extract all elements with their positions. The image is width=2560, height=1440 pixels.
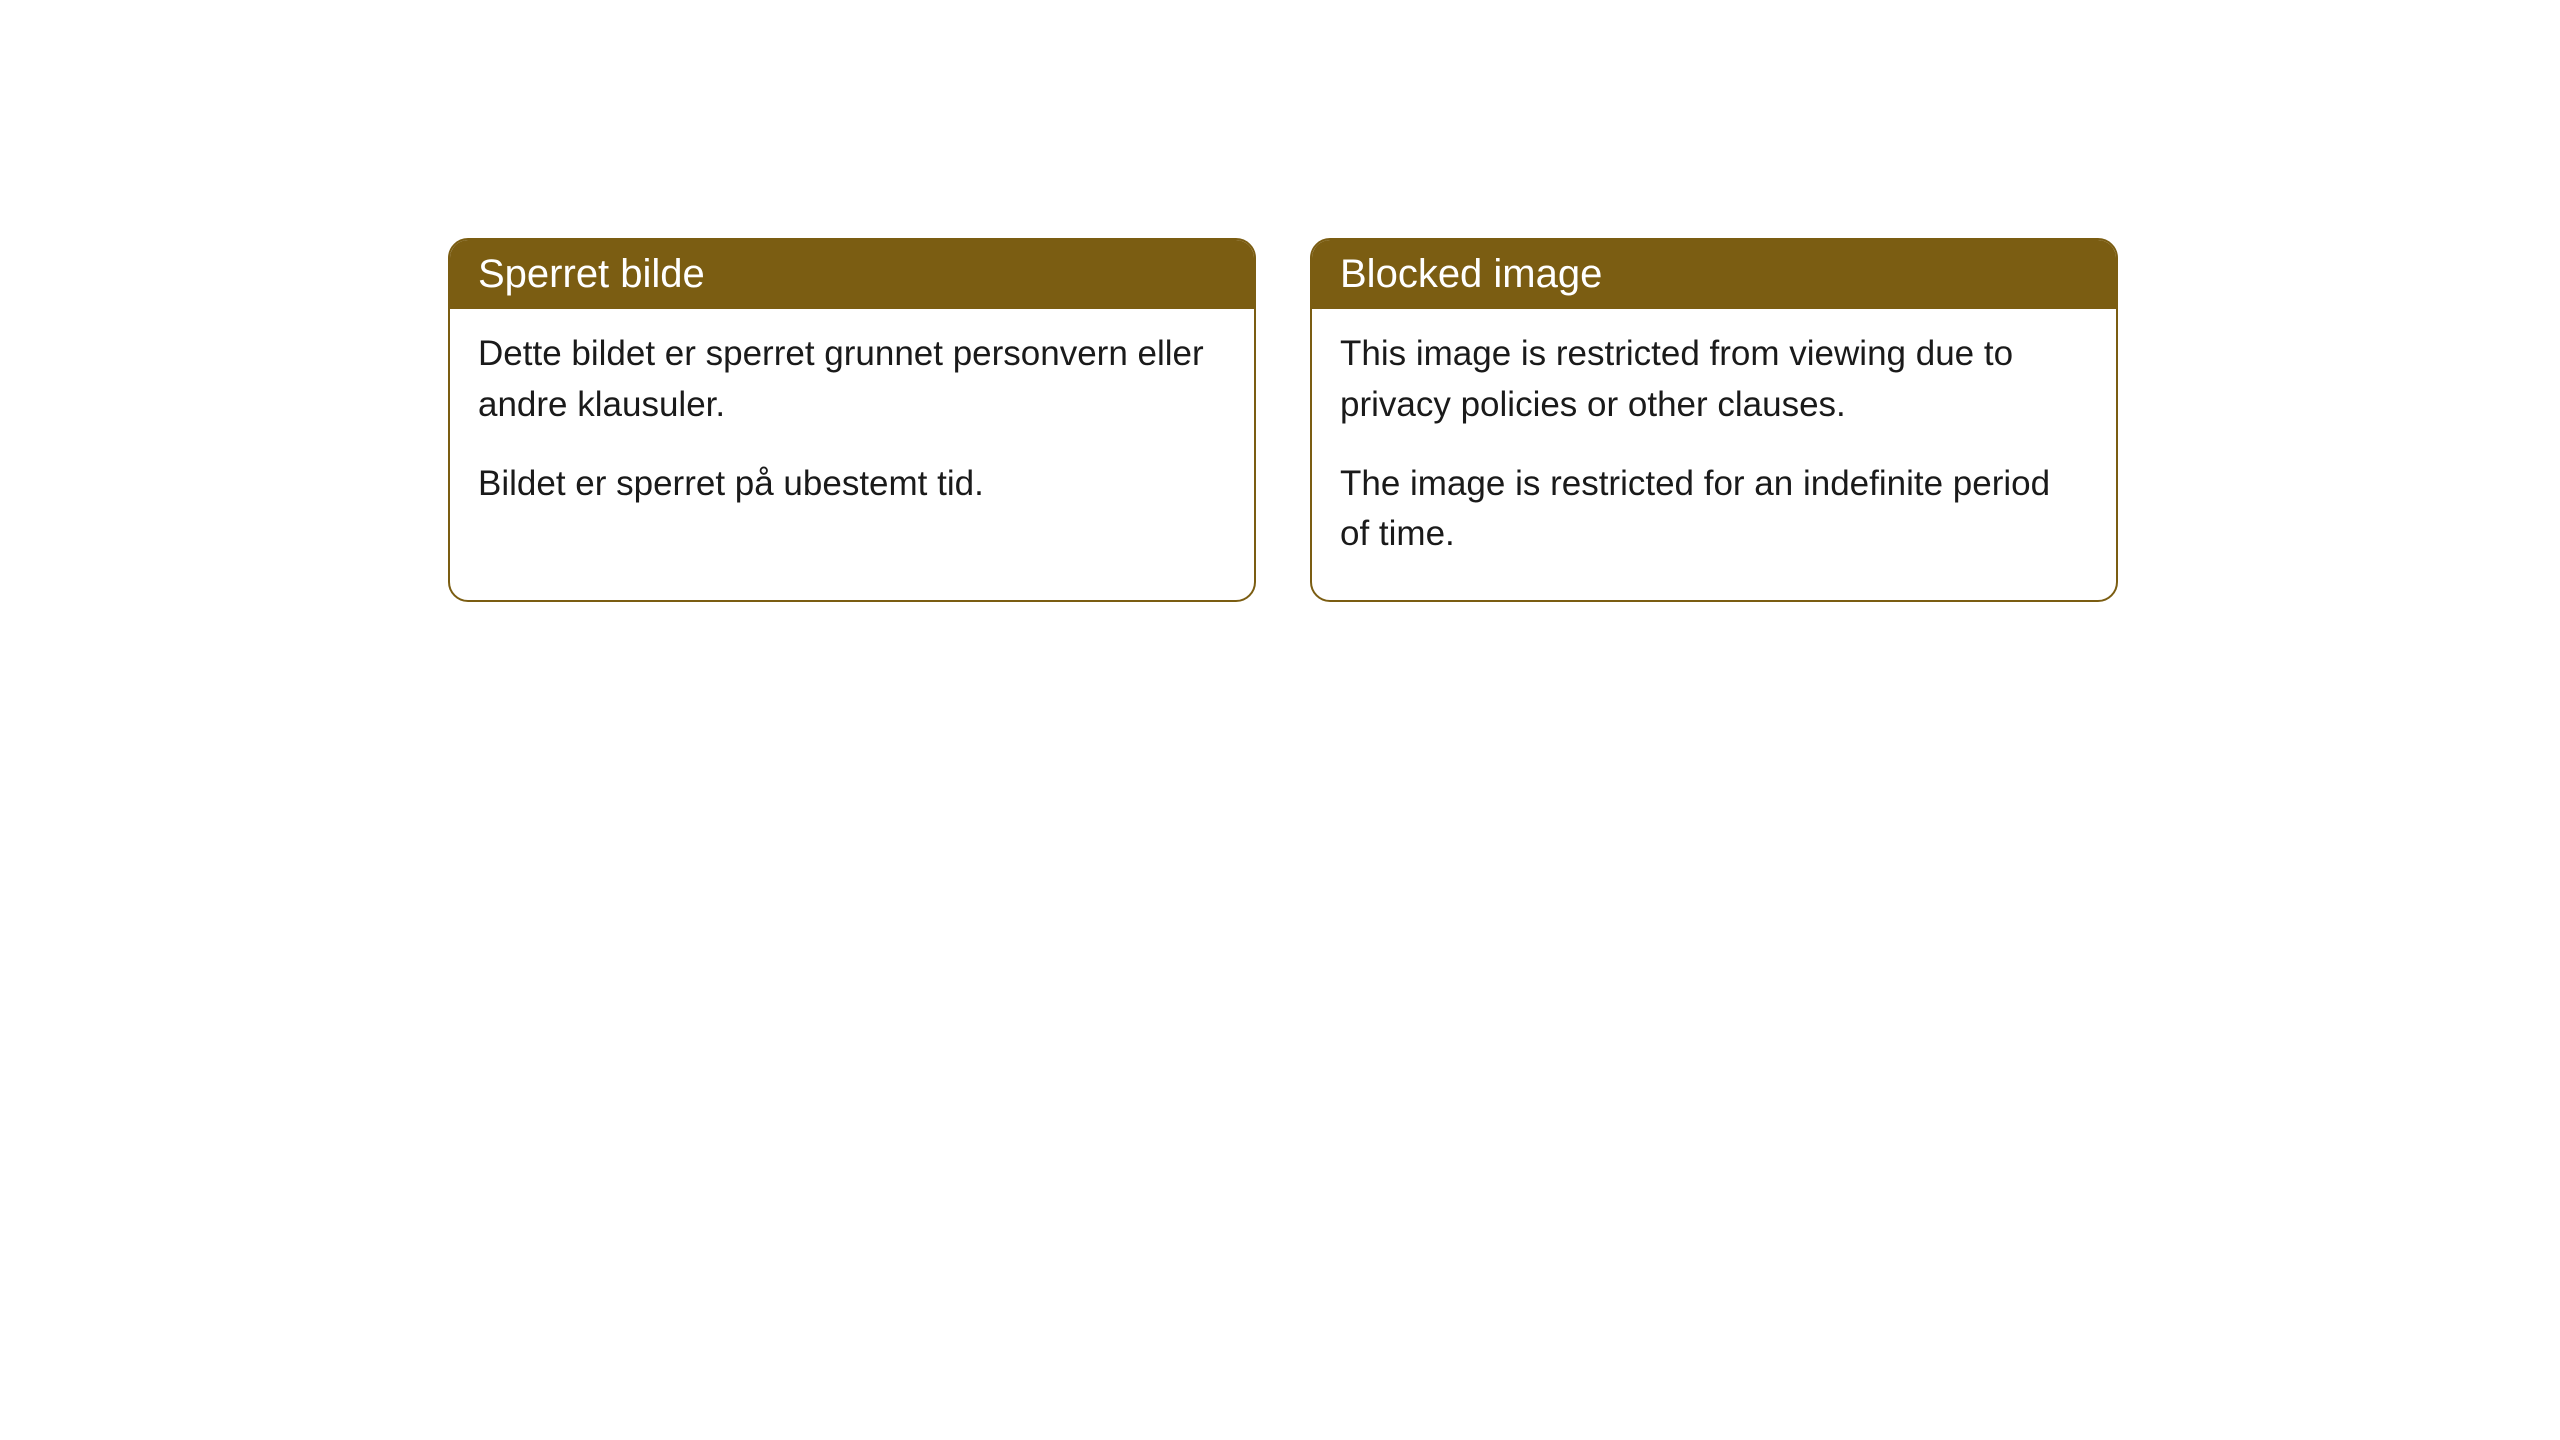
cards-container: Sperret bilde Dette bildet er sperret gr… <box>0 0 2560 602</box>
card-title: Blocked image <box>1340 252 1602 296</box>
card-paragraph: Bildet er sperret på ubestemt tid. <box>478 459 1226 510</box>
card-header-norwegian: Sperret bilde <box>450 240 1254 309</box>
card-header-english: Blocked image <box>1312 240 2116 309</box>
card-paragraph: The image is restricted for an indefinit… <box>1340 459 2088 561</box>
card-body-english: This image is restricted from viewing du… <box>1312 309 2116 600</box>
card-title: Sperret bilde <box>478 252 705 296</box>
card-body-norwegian: Dette bildet er sperret grunnet personve… <box>450 309 1254 549</box>
card-norwegian: Sperret bilde Dette bildet er sperret gr… <box>448 238 1256 602</box>
card-paragraph: Dette bildet er sperret grunnet personve… <box>478 329 1226 431</box>
card-english: Blocked image This image is restricted f… <box>1310 238 2118 602</box>
card-paragraph: This image is restricted from viewing du… <box>1340 329 2088 431</box>
